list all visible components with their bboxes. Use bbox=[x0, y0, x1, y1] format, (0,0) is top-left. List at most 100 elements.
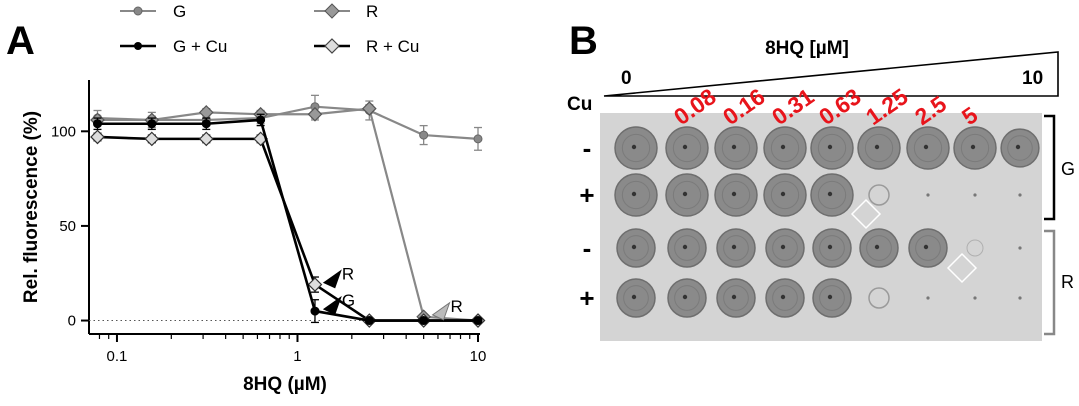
colony-spot-center bbox=[827, 144, 833, 150]
colony-spot bbox=[908, 228, 948, 268]
cu-sign-label: + bbox=[579, 283, 594, 313]
colony-spot-center bbox=[1015, 144, 1021, 150]
colony-spot bbox=[714, 173, 758, 217]
colony-spot-faint bbox=[868, 184, 890, 206]
data-point bbox=[307, 106, 323, 122]
colony-spot bbox=[763, 126, 807, 170]
data-point bbox=[90, 129, 105, 145]
colony-spot bbox=[614, 173, 658, 217]
colony-spot-center bbox=[731, 191, 737, 197]
colony-spot-ring bbox=[723, 285, 749, 311]
data-point bbox=[473, 134, 483, 144]
series-r-cu bbox=[90, 129, 486, 328]
colony-spot bbox=[665, 126, 709, 170]
data-point bbox=[307, 277, 323, 292]
cu-label: Cu bbox=[567, 94, 592, 115]
colony-spot-dot bbox=[926, 296, 930, 300]
colony-spot-ring bbox=[913, 133, 943, 163]
series-line bbox=[97, 107, 479, 322]
group-label-r: R bbox=[1061, 272, 1074, 292]
data-point bbox=[419, 130, 429, 140]
series-g-cu bbox=[92, 113, 483, 326]
legend-diamond-open-marker-icon bbox=[324, 38, 340, 54]
legend-entry-g-cu: G + Cu bbox=[120, 37, 227, 56]
colony-spot-center bbox=[631, 294, 637, 300]
colony-spot bbox=[716, 228, 756, 268]
colony-spot-faint bbox=[868, 287, 890, 309]
colony-spot-ring bbox=[960, 133, 990, 163]
annotation-label: R bbox=[342, 265, 354, 284]
colony-spot-center bbox=[874, 244, 880, 250]
cu-sign-label: - bbox=[583, 133, 592, 163]
colony-spot-center bbox=[780, 244, 786, 250]
colony-spot-ring bbox=[674, 285, 700, 311]
colony-spot-ring bbox=[817, 133, 847, 163]
colony-spot-center bbox=[923, 244, 929, 250]
data-point bbox=[256, 115, 266, 125]
gradient-start-label: 0 bbox=[621, 68, 632, 89]
colony-spot bbox=[614, 126, 658, 170]
series-line bbox=[97, 135, 478, 322]
series-line bbox=[97, 105, 479, 140]
data-point bbox=[201, 119, 211, 129]
colony-spot-ring bbox=[819, 235, 845, 261]
concentration-gradient-wedge bbox=[603, 51, 1059, 97]
data-point bbox=[92, 119, 102, 129]
colony-spot-dot bbox=[973, 193, 977, 197]
legend: G R G + Cu R + Cu bbox=[120, 2, 419, 56]
data-point bbox=[198, 105, 214, 120]
colony-spot-center bbox=[780, 294, 786, 300]
colony-spot-ring bbox=[723, 235, 749, 261]
colony-spot-ring bbox=[721, 133, 751, 163]
legend-label-r-cu: R + Cu bbox=[366, 37, 419, 56]
cu-sign-label: - bbox=[583, 233, 592, 263]
colony-spot-center bbox=[923, 144, 929, 150]
arrow-annotations: RG R bbox=[322, 265, 463, 321]
colony-spot-ring bbox=[772, 235, 798, 261]
colony-spot-center bbox=[631, 191, 637, 197]
colony-spot-center bbox=[970, 144, 976, 150]
colony-spot-center bbox=[682, 244, 688, 250]
legend-diamond-marker-icon bbox=[324, 3, 340, 19]
group-bracket-g: G bbox=[1044, 114, 1075, 221]
annotation-label: R bbox=[451, 297, 463, 316]
colony-spot-center bbox=[874, 144, 880, 150]
annotation-label: G bbox=[342, 291, 355, 310]
colony-spot-center bbox=[827, 191, 833, 197]
colony-spot-faint bbox=[966, 239, 984, 257]
colony-spot-ring bbox=[770, 180, 800, 210]
colony-spot bbox=[665, 173, 709, 217]
colony-spot-center bbox=[682, 191, 688, 197]
group-bracket-r: R bbox=[1044, 229, 1074, 336]
colony-spot-ring bbox=[772, 285, 798, 311]
colony-spot-ring bbox=[623, 285, 649, 311]
colony-spot-ring bbox=[672, 180, 702, 210]
colony-spot-dot bbox=[926, 193, 930, 197]
legend-entry-r: R bbox=[314, 2, 378, 21]
colony-spot-ring bbox=[770, 133, 800, 163]
plate-marker-diamond-icon bbox=[946, 252, 978, 284]
panel-b-letter: B bbox=[569, 19, 598, 63]
colony-spot-center bbox=[780, 144, 786, 150]
colony-spot-center bbox=[731, 244, 737, 250]
colony-spot bbox=[812, 228, 852, 268]
colony-spot-center bbox=[631, 244, 637, 250]
chart-axes bbox=[88, 80, 480, 335]
colony-spot-ring bbox=[864, 133, 894, 163]
chart-series bbox=[90, 94, 486, 328]
y-tick-label: 100 bbox=[51, 123, 76, 140]
colony-spot bbox=[667, 228, 707, 268]
colony-spot bbox=[810, 126, 854, 170]
legend-entry-g: G bbox=[120, 2, 186, 21]
y-axis-label: Rel. fluorescence (%) bbox=[21, 111, 42, 303]
colony-spot-center bbox=[731, 144, 737, 150]
colony-spot-dot bbox=[1018, 296, 1022, 300]
y-tick-label: 50 bbox=[59, 218, 76, 235]
data-point bbox=[364, 316, 374, 326]
colony-spot-center bbox=[682, 144, 688, 150]
arrowhead-icon bbox=[322, 295, 342, 315]
cu-sign-label: + bbox=[579, 180, 594, 210]
colony-spot bbox=[714, 126, 758, 170]
gradient-end-label: 10 bbox=[1022, 68, 1043, 89]
annotation-arrow-2: R bbox=[431, 297, 463, 321]
